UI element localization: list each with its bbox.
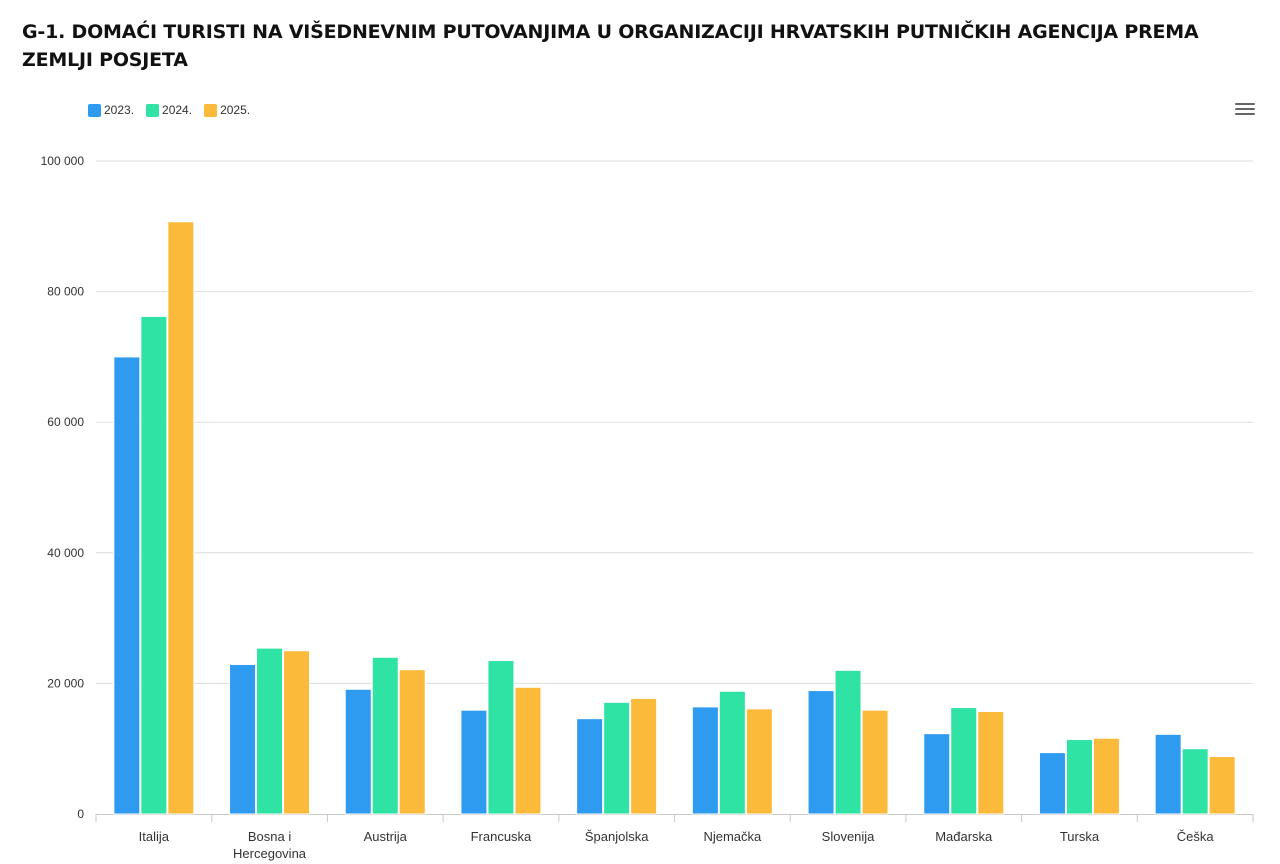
bar-2023-3	[460, 709, 488, 815]
bar-2024-2	[371, 656, 399, 815]
x-category-label: Austrija	[364, 829, 408, 844]
bar-2023-5	[691, 706, 719, 815]
legend-swatch-2023	[88, 103, 101, 117]
menu-line	[1235, 113, 1255, 115]
bar-2025-1	[283, 650, 311, 815]
bar-2025-8	[1092, 737, 1120, 815]
bar-2023-0	[113, 356, 141, 815]
x-category-label: Hercegovina	[233, 846, 307, 861]
bar-2024-3	[487, 660, 515, 815]
menu-line	[1235, 103, 1255, 105]
legend-item-2025[interactable]: 2025.	[204, 103, 250, 117]
y-tick-label: 20 000	[47, 676, 84, 690]
bar-2023-4	[576, 718, 604, 815]
y-tick-label: 0	[77, 807, 84, 821]
x-category-label: Španjolska	[585, 829, 649, 844]
hamburger-menu-icon[interactable]	[1235, 103, 1255, 119]
bar-2025-4	[630, 697, 658, 815]
legend: 2023. 2024. 2025.	[88, 103, 250, 117]
bar-2023-9	[1154, 733, 1182, 815]
bar-2023-7	[923, 733, 951, 815]
bar-2025-0	[167, 221, 195, 815]
legend-label-2025: 2025.	[220, 103, 251, 117]
x-category-label: Bosna i	[248, 829, 291, 844]
y-tick-label: 40 000	[47, 546, 84, 560]
bar-2024-1	[256, 647, 284, 815]
bar-2025-3	[514, 686, 542, 815]
x-category-label: Mađarska	[935, 829, 993, 844]
x-category-label: Njemačka	[703, 829, 762, 844]
chart-title: G-1. DOMAĆI TURISTI NA VIŠEDNEVNIM PUTOV…	[22, 21, 1199, 71]
y-tick-label: 80 000	[47, 285, 84, 299]
x-category-label: Turska	[1060, 829, 1100, 844]
x-category-label: Češka	[1177, 829, 1215, 844]
legend-swatch-2024	[146, 103, 160, 117]
menu-line	[1235, 108, 1255, 110]
bar-2024-4	[603, 701, 631, 815]
bar-2024-6	[834, 669, 862, 815]
bar-2024-9	[1181, 748, 1209, 815]
bar-2025-9	[1208, 756, 1236, 815]
bar-2025-5	[745, 708, 773, 815]
legend-item-2023[interactable]: 2023.	[88, 103, 134, 117]
bar-2024-0	[140, 315, 168, 815]
y-tick-label: 60 000	[47, 415, 84, 429]
bar-2023-2	[344, 688, 372, 815]
bar-2025-7	[977, 710, 1005, 815]
bar-2024-7	[950, 707, 978, 815]
legend-item-2024[interactable]: 2024.	[146, 103, 192, 117]
x-category-label: Slovenija	[822, 829, 876, 844]
bar-2023-1	[229, 663, 257, 815]
x-category-label: Francuska	[471, 829, 532, 844]
bar-2024-5	[718, 690, 746, 815]
bar-2023-6	[807, 690, 835, 815]
bar-2024-8	[1065, 739, 1093, 815]
y-tick-label: 100 000	[41, 154, 85, 168]
bar-2025-6	[861, 709, 889, 815]
legend-label-2023: 2023.	[104, 103, 135, 117]
legend-swatch-2025	[204, 103, 218, 117]
x-category-label: Italija	[139, 829, 170, 844]
bar-2025-2	[398, 669, 426, 815]
legend-label-2024: 2024.	[162, 103, 193, 117]
bar-2023-8	[1038, 752, 1066, 815]
